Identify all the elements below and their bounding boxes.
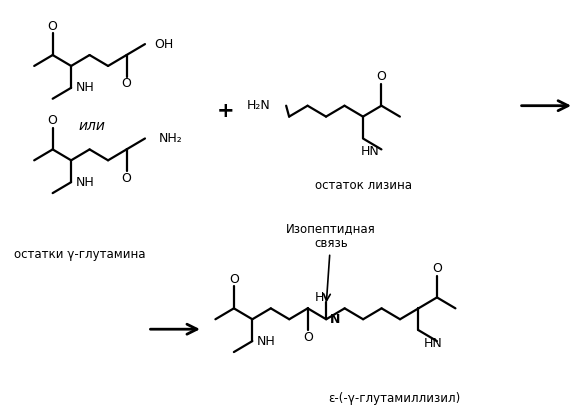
Text: O: O — [303, 331, 313, 344]
Text: O: O — [121, 78, 131, 91]
Text: или: или — [79, 119, 106, 132]
Text: H₂N: H₂N — [247, 99, 271, 112]
Text: NH: NH — [257, 335, 275, 348]
Text: O: O — [229, 273, 239, 286]
Text: HN: HN — [423, 336, 442, 349]
Text: +: + — [216, 101, 234, 121]
Text: OH: OH — [155, 38, 174, 51]
Text: остаток лизина: остаток лизина — [315, 178, 412, 191]
Text: N: N — [330, 313, 340, 326]
Text: остатки γ-глутамина: остатки γ-глутамина — [14, 248, 145, 261]
Text: HN: HN — [361, 145, 380, 158]
Text: NH: NH — [76, 176, 94, 189]
Text: NH: NH — [76, 81, 94, 94]
Text: Изопептидная
связь: Изопептидная связь — [286, 222, 376, 301]
Text: O: O — [376, 70, 386, 83]
Text: O: O — [432, 262, 442, 275]
Text: ε-(-γ-глутамиллизил): ε-(-γ-глутамиллизил) — [329, 392, 461, 405]
Text: NH₂: NH₂ — [159, 132, 182, 145]
Text: O: O — [47, 114, 57, 127]
Text: O: O — [47, 20, 57, 33]
Text: O: O — [121, 172, 131, 185]
Text: H: H — [315, 291, 324, 304]
